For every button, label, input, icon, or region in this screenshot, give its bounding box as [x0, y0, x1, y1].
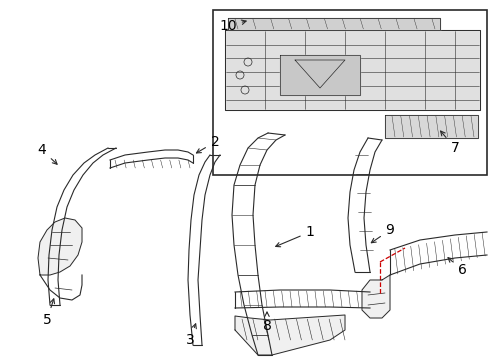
- Text: 3: 3: [185, 324, 196, 347]
- Polygon shape: [38, 218, 82, 275]
- Polygon shape: [227, 18, 439, 30]
- Text: 7: 7: [440, 131, 458, 155]
- Text: 10: 10: [219, 19, 245, 33]
- Polygon shape: [384, 115, 477, 138]
- Bar: [213, 10, 486, 175]
- Text: 6: 6: [447, 258, 466, 277]
- Polygon shape: [280, 55, 359, 95]
- Text: 1: 1: [275, 225, 314, 247]
- Text: 5: 5: [42, 299, 55, 327]
- Polygon shape: [361, 275, 389, 318]
- Text: 2: 2: [196, 135, 219, 153]
- Text: 9: 9: [370, 223, 394, 243]
- Polygon shape: [235, 315, 345, 355]
- Text: 4: 4: [38, 143, 57, 164]
- Polygon shape: [224, 30, 479, 110]
- Text: 8: 8: [262, 312, 271, 333]
